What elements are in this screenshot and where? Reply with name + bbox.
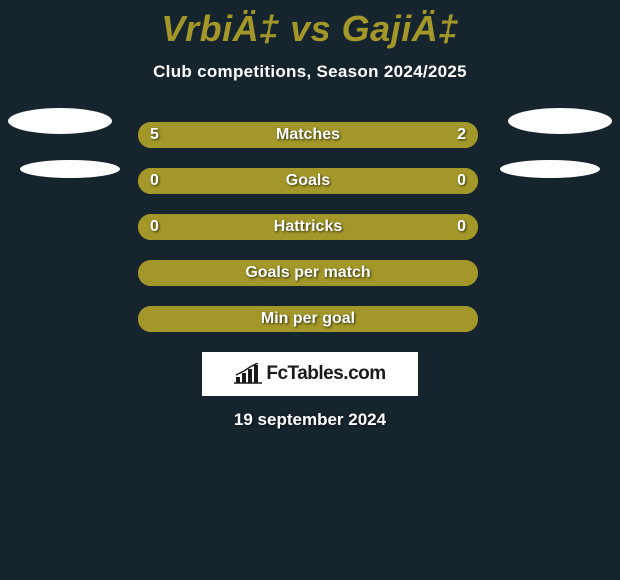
bar-label: Matches [276,126,340,144]
bar-left [138,122,381,148]
stat-row-mpg: Min per goal [0,306,620,332]
value-left: 5 [150,126,159,144]
bar-label: Goals [286,172,330,190]
bar-container: 5 Matches 2 [138,122,478,148]
player-ellipse-right [500,160,600,178]
player-ellipse-left [8,108,112,134]
value-right: 0 [457,218,466,236]
page-title: VrbiÄ‡ vs GajiÄ‡ [0,0,620,50]
bar-label: Min per goal [261,310,355,328]
bar-container: 0 Hattricks 0 [138,214,478,240]
bar-container: Min per goal [138,306,478,332]
value-right: 2 [457,126,466,144]
stat-row-goals: 0 Goals 0 [0,168,620,194]
value-left: 0 [150,172,159,190]
date-text: 19 september 2024 [234,410,386,430]
stat-row-hattricks: 0 Hattricks 0 [0,214,620,240]
bar-container: Goals per match [138,260,478,286]
value-left: 0 [150,218,159,236]
player-ellipse-left [20,160,120,178]
stat-row-gpm: Goals per match [0,260,620,286]
bar-container: 0 Goals 0 [138,168,478,194]
logo-box[interactable]: FcTables.com [202,352,418,396]
bar-label: Hattricks [274,218,342,236]
player-ellipse-right [508,108,612,134]
value-right: 0 [457,172,466,190]
subtitle: Club competitions, Season 2024/2025 [0,62,620,82]
comparison-content: 5 Matches 2 0 Goals 0 0 Hattricks 0 Go [0,122,620,332]
logo-text: FcTables.com [266,363,385,385]
stat-row-matches: 5 Matches 2 [0,122,620,148]
bar-label: Goals per match [245,264,370,282]
chart-icon [234,363,262,385]
